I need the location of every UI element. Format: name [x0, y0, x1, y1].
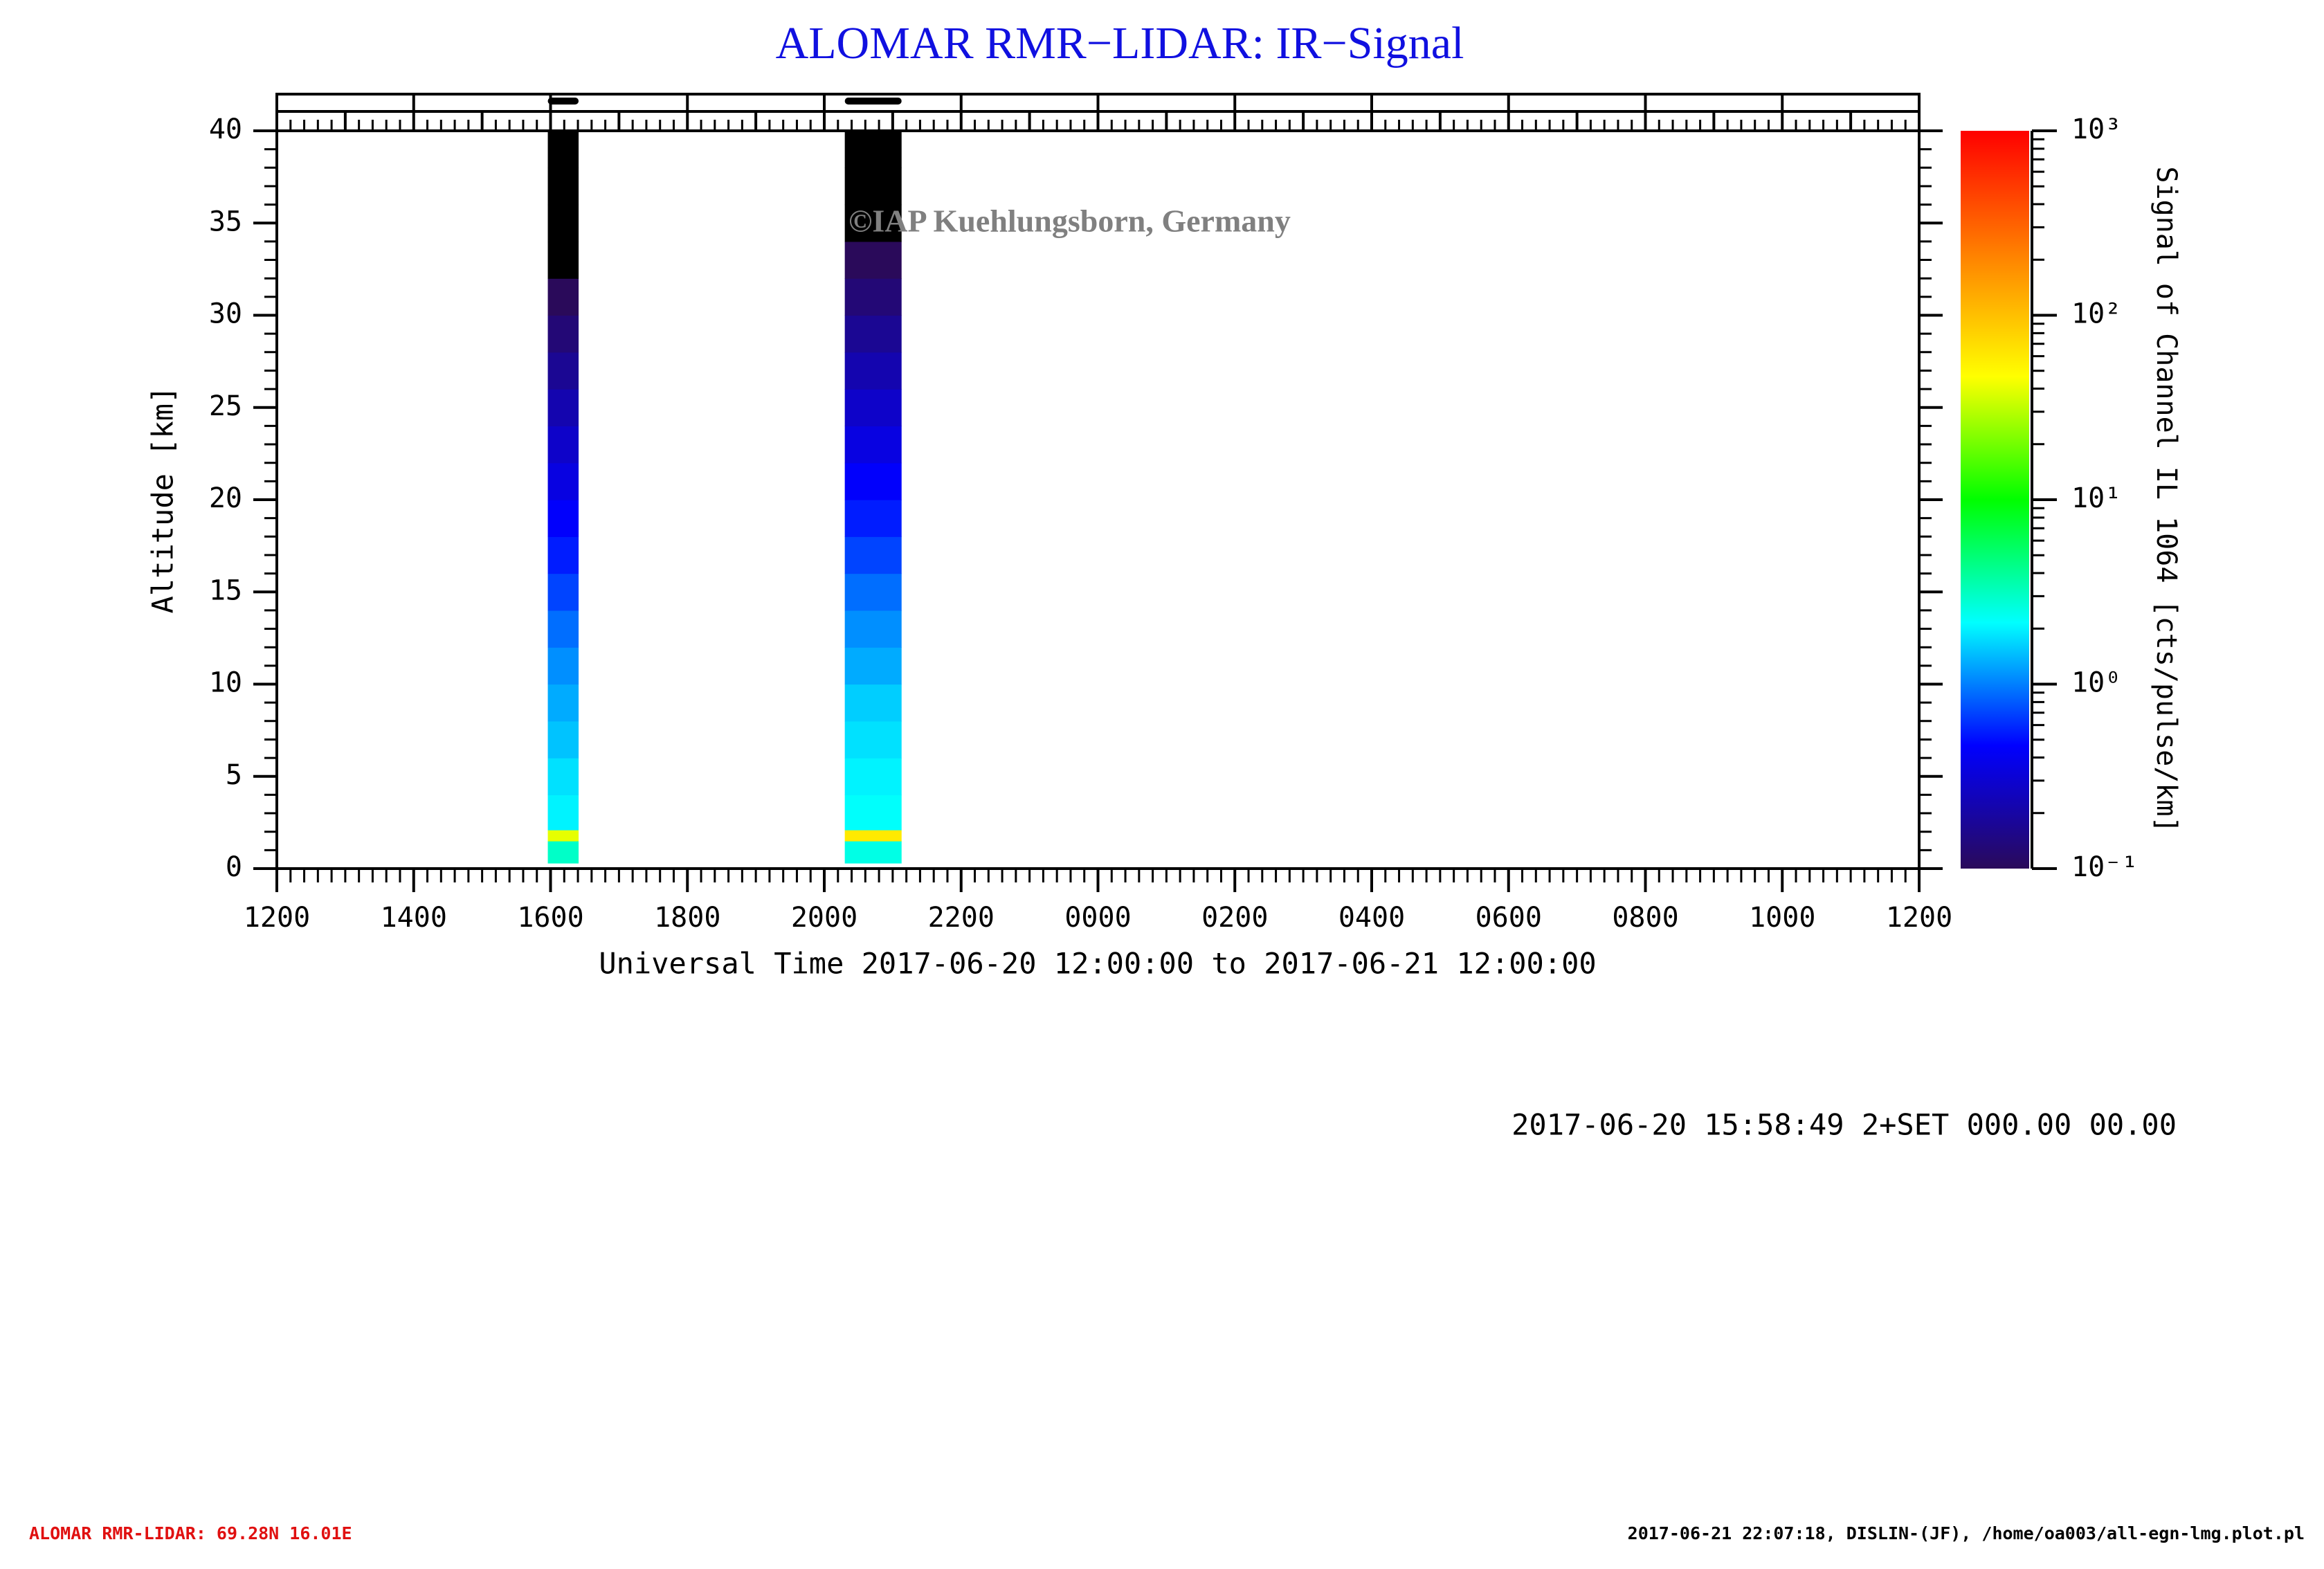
y-tick-label: 40 [209, 114, 242, 145]
heatmap-cell [547, 684, 579, 722]
heatmap-cell [844, 536, 902, 574]
heatmap-cell [547, 758, 579, 795]
heatmap-cell [547, 573, 579, 611]
colorbar [1961, 131, 2029, 869]
heatmap-cell [844, 684, 902, 722]
heatmap-cell [547, 241, 579, 279]
heatmap-cell [547, 610, 579, 648]
y-tick-label: 5 [226, 759, 242, 791]
heatmap-cell [844, 647, 902, 685]
heatmap-cell [547, 389, 579, 426]
heatmap-cell [844, 720, 902, 759]
x-tick-label: 0600 [1476, 902, 1542, 934]
y-tick-label: 30 [209, 298, 242, 330]
heatmap-cell [547, 841, 579, 864]
heatmap-cell [547, 500, 579, 537]
x-tick-label: 1600 [517, 902, 583, 934]
colorbar-tick-label: 10⁰ [2071, 667, 2121, 699]
x-axis-label: Universal Time 2017-06-20 12:00:00 to 20… [599, 947, 1596, 981]
heatmap-cell [844, 462, 902, 500]
x-tick-label: 1000 [1749, 902, 1815, 934]
heatmap-cell [547, 830, 579, 842]
heatmap-cell [844, 795, 902, 831]
watermark: ©IAP Kuehlungsborn, Germany [848, 203, 1291, 239]
heatmap-cell [844, 841, 902, 864]
x-tick-label: 0800 [1612, 902, 1678, 934]
chart-title: ALOMAR RMR−LIDAR: IR−Signal [776, 18, 1464, 69]
x-tick-label: 2200 [928, 902, 995, 934]
colorbar-label: Signal of Channel IL 1064 [cts/pulse/km] [2150, 166, 2182, 833]
heatmap-cell [547, 167, 579, 206]
heatmap-cell [547, 426, 579, 464]
x-tick-label: 1800 [654, 902, 720, 934]
heatmap-cell [844, 131, 902, 168]
heatmap-cell [547, 204, 579, 242]
y-tick-label: 20 [209, 482, 242, 514]
y-tick-label: 25 [209, 390, 242, 422]
heatmap-cell [844, 204, 902, 242]
y-axis-label: Altitude [km] [146, 386, 180, 614]
y-tick-label: 0 [226, 851, 242, 883]
x-tick-label: 2000 [791, 902, 857, 934]
heatmap-cell [844, 315, 902, 353]
colorbar-tick-label: 10⁻¹ [2071, 851, 2138, 883]
heatmap-cell [547, 647, 579, 685]
heatmap-cell [844, 352, 902, 390]
measurement-period [844, 98, 902, 105]
heatmap-cell [547, 278, 579, 316]
heatmap-cell [547, 795, 579, 831]
x-tick-label: 1400 [381, 902, 447, 934]
colorbar-tick-label: 10¹ [2071, 482, 2121, 514]
heatmap-cell [844, 500, 902, 537]
y-tick-label: 10 [209, 667, 242, 699]
footer-left: ALOMAR RMR-LIDAR: 69.28N 16.01E [29, 1523, 352, 1543]
heatmap-cell [547, 536, 579, 574]
heatmap-cell [844, 389, 902, 426]
colorbar-tick-label: 10³ [2071, 114, 2121, 145]
x-tick-label: 1200 [244, 902, 310, 934]
heatmap-cell [547, 352, 579, 390]
heatmap-cell [844, 426, 902, 464]
heatmap-cell [844, 610, 902, 648]
x-tick-label: 0200 [1201, 902, 1268, 934]
x-tick-label: 0400 [1338, 902, 1405, 934]
heatmap-cell [844, 167, 902, 206]
x-tick-label: 0000 [1064, 902, 1131, 934]
heatmap-cell [547, 720, 579, 759]
heatmap-cell [844, 830, 902, 842]
footer-right: 2017-06-21 22:07:18, DISLIN-(JF), /home/… [1628, 1523, 2305, 1543]
heatmap-cell [547, 462, 579, 500]
x-tick-label: 1200 [1886, 902, 1952, 934]
heatmap-cell [547, 131, 579, 168]
y-tick-label: 35 [209, 206, 242, 237]
status-line: 2017-06-20 15:58:49 2+SET 000.00 00.00 [1511, 1108, 2177, 1142]
heatmap-cell [844, 758, 902, 795]
heatmap-cell [844, 278, 902, 316]
y-tick-label: 15 [209, 574, 242, 606]
colorbar-tick-label: 10² [2071, 298, 2121, 330]
plot-frame [275, 129, 1921, 870]
heatmap-cell [547, 315, 579, 353]
heatmap-cell [844, 241, 902, 279]
measurement-period [547, 98, 579, 105]
heatmap-cell [844, 573, 902, 611]
